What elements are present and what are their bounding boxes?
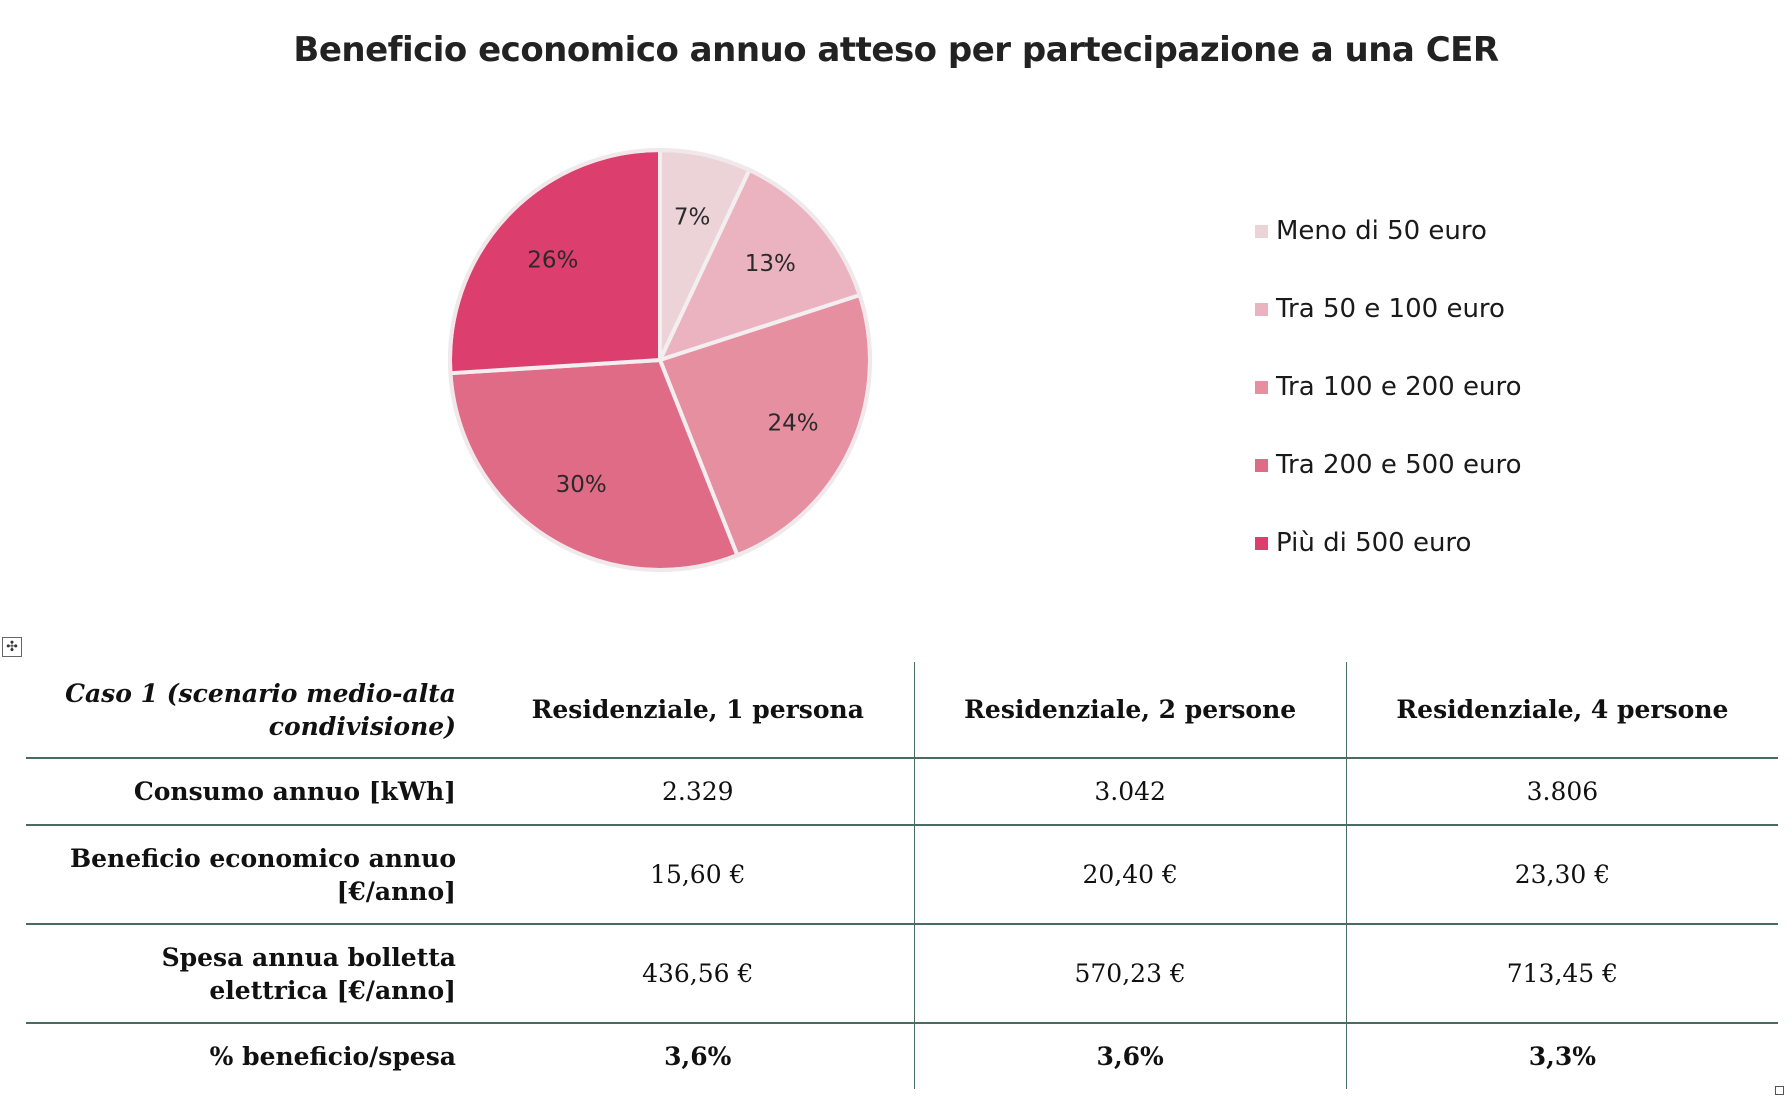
legend-label: Meno di 50 euro [1276, 216, 1487, 246]
pie-chart: 7% 13% 24% 30% 26% [448, 147, 872, 572]
table-cell: 23,30 € [1345, 825, 1778, 925]
slice-label: 7% [674, 205, 711, 231]
legend-label: Tra 100 e 200 euro [1276, 372, 1522, 402]
legend-item: Meno di 50 euro [1255, 192, 1522, 270]
table-cell: 3,3% [1345, 1023, 1778, 1089]
row-header: Beneficio economico annuo [€/anno] [26, 825, 482, 925]
column-header: Residenziale, 2 persone [913, 662, 1347, 759]
legend-item: Più di 500 euro [1255, 504, 1522, 582]
row-header: Spesa annua bolletta elettrica [€/anno] [26, 924, 482, 1024]
legend-label: Tra 50 e 100 euro [1276, 294, 1505, 324]
table-cell: 2.329 [482, 758, 915, 826]
slice-label: 26% [527, 247, 578, 273]
table-cell: 3,6% [913, 1023, 1347, 1089]
table-row: Spesa annua bolletta elettrica [€/anno] … [26, 924, 1778, 1024]
slice-label: 24% [767, 411, 818, 437]
move-icon[interactable]: ✣ [2, 637, 22, 657]
table-cell: 3,6% [664, 1042, 732, 1071]
legend-label: Più di 500 euro [1276, 528, 1472, 558]
table-cell: 436,56 € [482, 924, 915, 1024]
column-header: Residenziale, 1 persona [482, 662, 915, 759]
table-cell: 3.806 [1345, 758, 1778, 826]
table-cell: 20,40 € [913, 825, 1347, 925]
legend-swatch [1255, 380, 1268, 394]
table-row: % beneficio/spesa 3,6% 3,6% 3,3% [26, 1023, 1778, 1089]
legend-swatch [1255, 224, 1268, 238]
resize-handle-icon[interactable] [1775, 1086, 1784, 1095]
table-row: Consumo annuo [kWh] 2.329 3.042 3.806 [26, 758, 1778, 826]
column-header: Residenziale, 4 persone [1345, 662, 1778, 759]
legend-label: Tra 200 e 500 euro [1276, 450, 1522, 480]
row-header: Consumo annuo [kWh] [26, 758, 482, 826]
chart-legend: Meno di 50 euro Tra 50 e 100 euro Tra 10… [1255, 192, 1522, 582]
legend-swatch [1255, 536, 1268, 550]
legend-swatch [1255, 302, 1268, 316]
table-row: Beneficio economico annuo [€/anno] 15,60… [26, 825, 1778, 925]
legend-item: Tra 100 e 200 euro [1255, 348, 1522, 426]
row-header: % beneficio/spesa [209, 1042, 456, 1071]
table-cell: 3.042 [913, 758, 1347, 826]
table-cell: 713,45 € [1345, 924, 1778, 1024]
legend-swatch [1255, 458, 1268, 472]
pie-outline [448, 148, 872, 572]
legend-item: Tra 200 e 500 euro [1255, 426, 1522, 504]
table-cell: 15,60 € [482, 825, 915, 925]
table-cell: 570,23 € [913, 924, 1347, 1024]
chart-title: Beneficio economico annuo atteso per par… [293, 30, 1499, 70]
slice-label: 30% [556, 472, 607, 498]
data-table: Caso 1 (scenario medio-alta condivisione… [26, 662, 1778, 1089]
legend-item: Tra 50 e 100 euro [1255, 270, 1522, 348]
table-corner-label: Caso 1 (scenario medio-alta condivisione… [26, 662, 482, 759]
table-header-row: Caso 1 (scenario medio-alta condivisione… [26, 662, 1778, 759]
slice-label: 13% [745, 251, 796, 277]
